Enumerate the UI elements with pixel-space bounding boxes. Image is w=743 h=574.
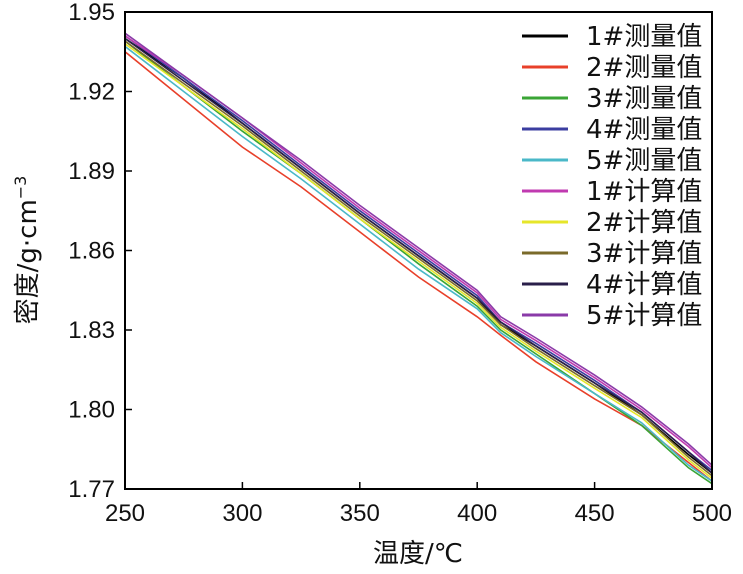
x-tick-label: 500 bbox=[692, 500, 732, 527]
series-layer bbox=[124, 32, 713, 485]
legend-label: 5#计算值 bbox=[586, 301, 702, 331]
x-tick-label: 300 bbox=[222, 500, 262, 527]
legend-label: 2#测量值 bbox=[586, 53, 702, 83]
series-line-3 bbox=[124, 40, 713, 485]
y-tick-label: 1.80 bbox=[68, 397, 115, 424]
x-axis-title: 温度/℃ bbox=[373, 539, 463, 569]
legend-item-3: 3#测量值 bbox=[522, 84, 702, 114]
y-tick-label: 1.77 bbox=[68, 476, 115, 503]
legend-label: 4#测量值 bbox=[586, 115, 702, 145]
y-tick-label: 1.83 bbox=[68, 317, 115, 344]
y-axis-title: 密度/g·cm−3 bbox=[11, 176, 43, 325]
legend-item-4: 4#测量值 bbox=[522, 115, 702, 145]
y-tick-label: 1.95 bbox=[68, 0, 115, 26]
legend: 1#测量值2#测量值3#测量值4#测量值5#测量值1#计算值2#计算值3#计算值… bbox=[522, 22, 702, 331]
y-tick-label: 1.86 bbox=[68, 238, 115, 265]
x-tick-label: 350 bbox=[340, 500, 380, 527]
series-line-8 bbox=[124, 40, 713, 477]
ticks-layer: 250 300 350 400 450 500 1.77 1.80 1.83 1.86 1.89 1.… bbox=[68, 0, 732, 527]
legend-label: 3#测量值 bbox=[586, 84, 702, 114]
series-line-9 bbox=[124, 37, 713, 474]
legend-item-6: 1#计算值 bbox=[522, 177, 702, 207]
y-tick-label: 1.89 bbox=[68, 158, 115, 185]
legend-item-8: 3#计算值 bbox=[522, 239, 702, 269]
legend-label: 2#计算值 bbox=[586, 208, 702, 238]
legend-label: 5#测量值 bbox=[586, 146, 702, 176]
legend-label: 1#测量值 bbox=[586, 22, 702, 52]
legend-item-5: 5#测量值 bbox=[522, 146, 702, 176]
series-line-7 bbox=[124, 43, 713, 480]
series-line-10 bbox=[124, 32, 713, 466]
x-tick-label: 250 bbox=[105, 500, 145, 527]
y-axis-title-main: 密度/g·cm bbox=[13, 199, 43, 324]
legend-item-9: 4#计算值 bbox=[522, 270, 702, 300]
legend-item-7: 2#计算值 bbox=[522, 208, 702, 238]
series-line-5 bbox=[124, 45, 713, 482]
legend-item-10: 5#计算值 bbox=[522, 301, 702, 331]
x-tick-label: 400 bbox=[457, 500, 497, 527]
legend-label: 3#计算值 bbox=[586, 239, 702, 269]
legend-label: 4#计算值 bbox=[586, 270, 702, 300]
y-axis-title-superscript: −3 bbox=[11, 176, 30, 200]
legend-item-1: 1#测量值 bbox=[522, 22, 702, 52]
legend-label: 1#计算值 bbox=[586, 177, 702, 207]
x-tick-label: 450 bbox=[575, 500, 615, 527]
legend-item-2: 2#测量值 bbox=[522, 53, 702, 83]
y-tick-label: 1.92 bbox=[68, 79, 115, 106]
